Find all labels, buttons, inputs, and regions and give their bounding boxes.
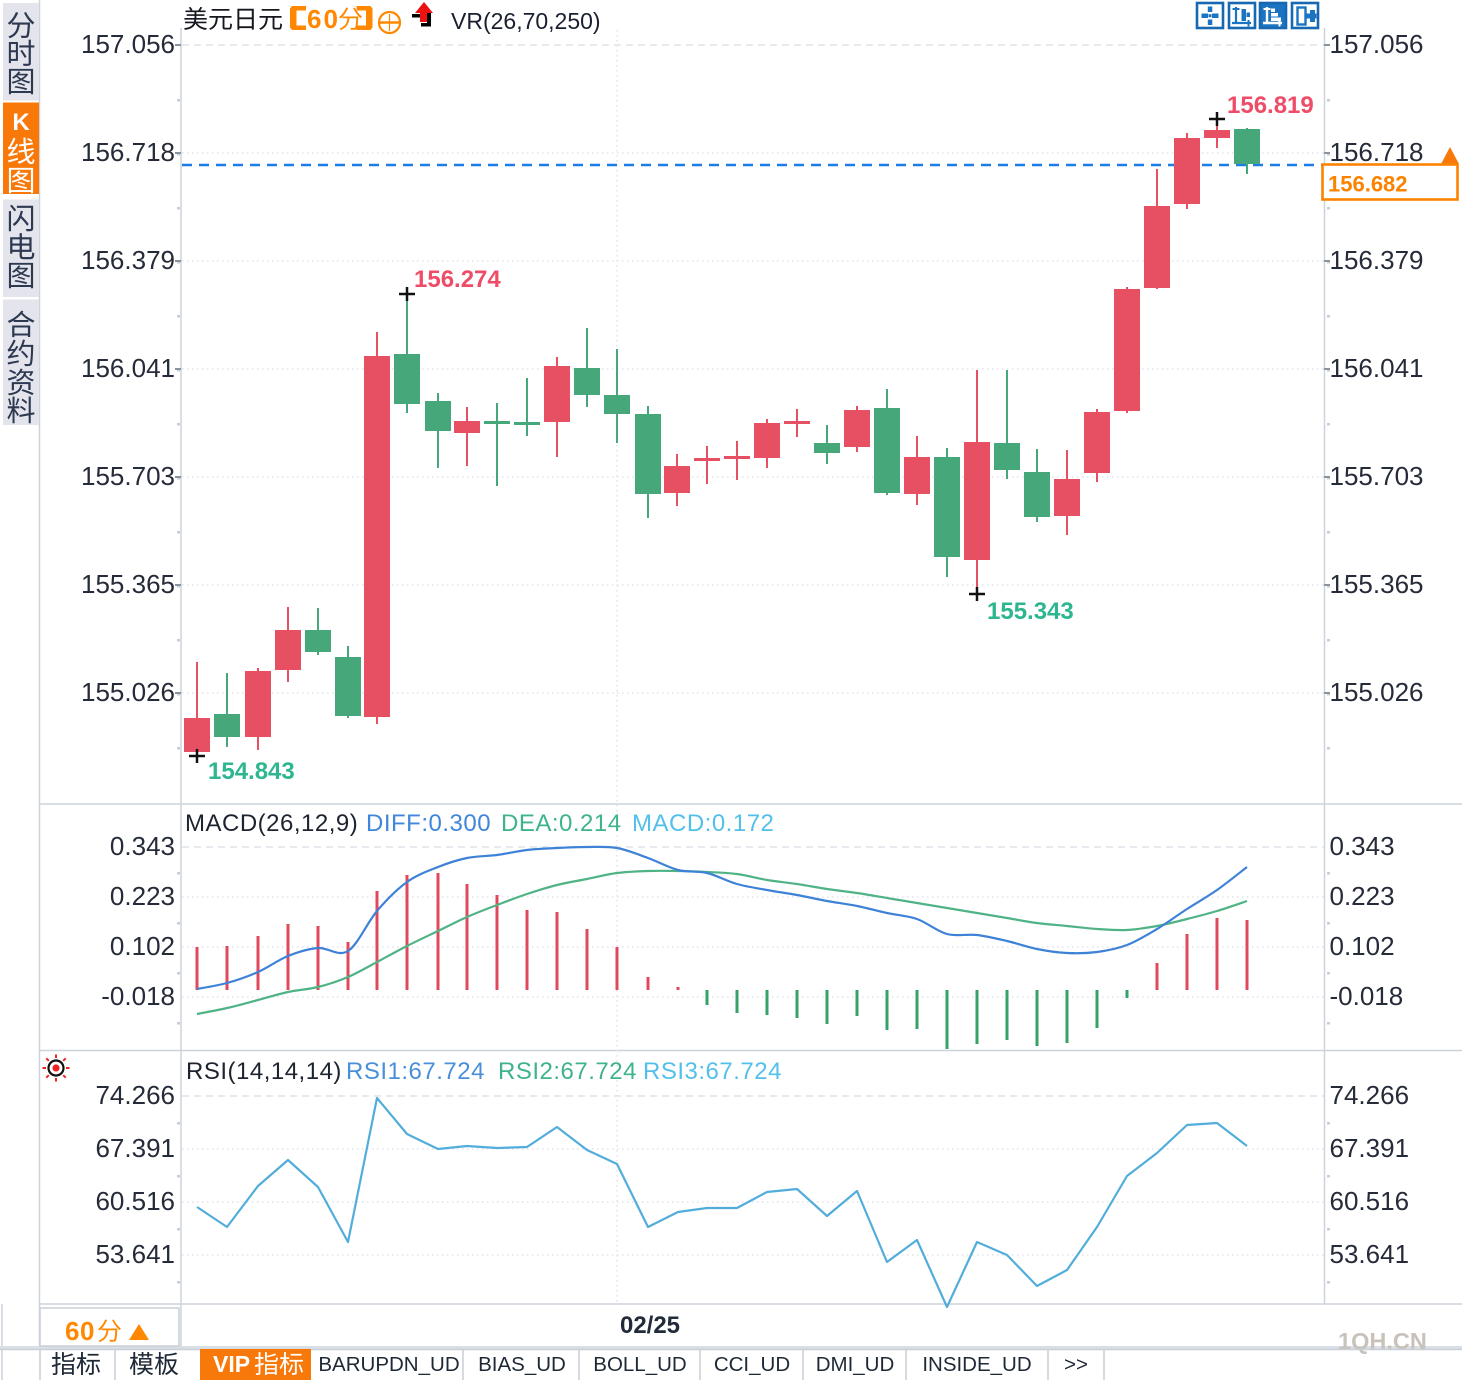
svg-text:156.379: 156.379 [1330,245,1424,275]
svg-text:74.266: 74.266 [95,1080,175,1110]
svg-text:155.026: 155.026 [81,677,175,707]
svg-text:CCI_UD: CCI_UD [714,1353,790,1376]
svg-text:0.223: 0.223 [1330,881,1395,911]
svg-text:156.819: 156.819 [1227,92,1314,119]
svg-text:156.274: 156.274 [414,266,501,293]
svg-text:MACD(26,12,9): MACD(26,12,9) [185,810,358,837]
svg-text:155.026: 155.026 [1330,677,1424,707]
svg-text:-0.018: -0.018 [101,981,175,1011]
svg-text:VIP: VIP [213,1351,250,1377]
svg-text:156.041: 156.041 [81,353,175,383]
svg-text:0.223: 0.223 [110,881,175,911]
svg-text:155.365: 155.365 [81,569,175,599]
svg-text:60: 60 [307,4,340,34]
svg-text:60: 60 [65,1316,95,1346]
svg-text:155.343: 155.343 [987,598,1074,625]
svg-text:0.343: 0.343 [110,831,175,861]
svg-text:RSI(14,14,14): RSI(14,14,14) [186,1058,342,1085]
svg-text:0.102: 0.102 [110,931,175,961]
svg-text:156.041: 156.041 [1330,353,1424,383]
svg-text:MACD:0.172: MACD:0.172 [632,810,774,837]
svg-text:DIFF:0.300: DIFF:0.300 [366,810,491,837]
svg-text:67.391: 67.391 [1330,1133,1410,1163]
svg-text:INSIDE_UD: INSIDE_UD [922,1353,1031,1376]
svg-text:154.843: 154.843 [208,758,295,785]
svg-text:>>: >> [1064,1353,1088,1376]
svg-text:155.703: 155.703 [1330,461,1424,491]
svg-text:60.516: 60.516 [1330,1186,1410,1216]
svg-text:74.266: 74.266 [1330,1080,1410,1110]
svg-text:156.718: 156.718 [1330,137,1424,167]
svg-text:RSI3:67.724: RSI3:67.724 [643,1058,782,1085]
svg-text:155.365: 155.365 [1330,569,1424,599]
svg-text:157.056: 157.056 [81,29,175,59]
svg-text:0.343: 0.343 [1330,831,1395,861]
svg-text:02/25: 02/25 [620,1312,680,1339]
svg-text:156.379: 156.379 [81,245,175,275]
svg-text:K: K [12,109,30,136]
svg-text:DEA:0.214: DEA:0.214 [501,810,622,837]
svg-text:RSI1:67.724: RSI1:67.724 [346,1058,485,1085]
svg-text:DMI_UD: DMI_UD [816,1353,895,1376]
svg-text:157.056: 157.056 [1330,29,1424,59]
svg-text:-0.018: -0.018 [1330,981,1404,1011]
svg-text:BIAS_UD: BIAS_UD [478,1353,566,1376]
svg-text:0.102: 0.102 [1330,931,1395,961]
svg-text:67.391: 67.391 [95,1133,175,1163]
svg-text:BARUPDN_UD: BARUPDN_UD [318,1353,459,1376]
svg-text:155.703: 155.703 [81,461,175,491]
svg-text:53.641: 53.641 [1330,1239,1410,1269]
svg-text:156.682: 156.682 [1328,172,1408,197]
svg-text:VR(26,70,250): VR(26,70,250) [451,8,601,34]
svg-text:60.516: 60.516 [95,1186,175,1216]
svg-text:BOLL_UD: BOLL_UD [593,1353,686,1376]
svg-text:156.718: 156.718 [81,137,175,167]
svg-text:RSI2:67.724: RSI2:67.724 [498,1058,637,1085]
svg-text:53.641: 53.641 [95,1239,175,1269]
